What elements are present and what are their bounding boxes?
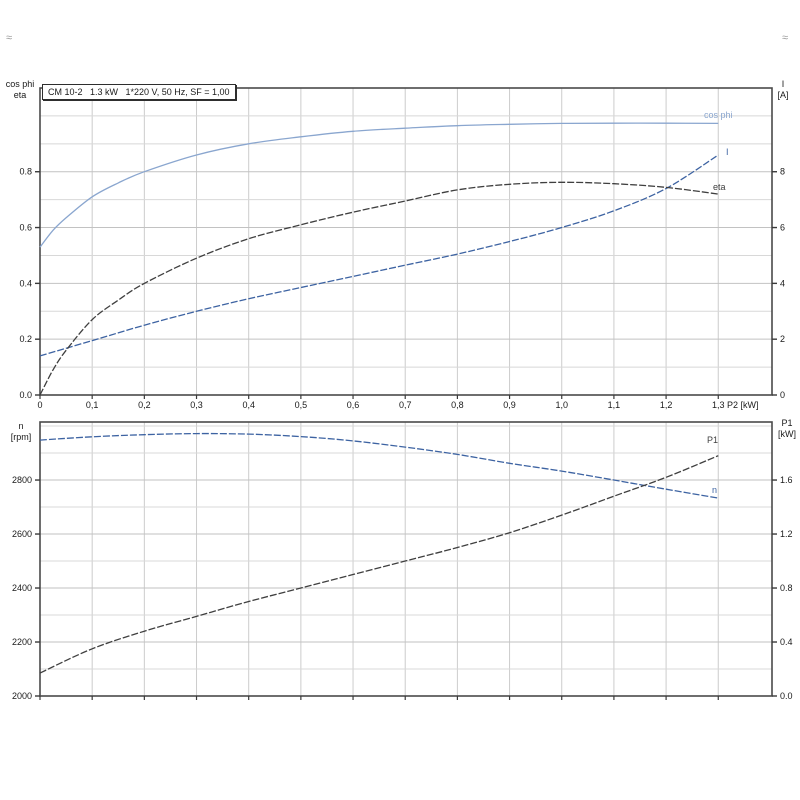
x-tick-label: 0,6: [347, 400, 360, 410]
x-tick-label: 0,5: [295, 400, 308, 410]
curve-eta: [39, 181, 719, 396]
y-left-tick-label: 0.4: [19, 278, 32, 288]
top-left-axis-title: cos phi eta: [0, 79, 40, 100]
y-right-tick-label: 1.2: [780, 529, 793, 539]
axis-title-line: n: [18, 421, 24, 431]
x-tick-label: 0: [37, 400, 42, 410]
y-left-tick-label: 2200: [12, 637, 32, 647]
y-right-tick-label: 0: [780, 390, 785, 400]
axis-title-line: P2 [kW]: [727, 400, 759, 410]
x-tick-label: 1,1: [608, 400, 621, 410]
y-right-tick-label: 6: [780, 223, 785, 233]
y-right-tick-label: 0.0: [780, 691, 793, 701]
curve-cos-phi: [39, 122, 719, 248]
curve-label-eta: eta: [713, 182, 726, 192]
y-left-tick-label: 0.0: [19, 390, 32, 400]
y-right-tick-label: 8: [780, 167, 785, 177]
x-axis-title: P2 [kW]: [727, 400, 787, 411]
panel-bottom: 2000 2200 2400 2600 2800 0.0 0.4 0.8 1.2 1.6 n P1: [12, 421, 793, 701]
x-tick-label: 0,2: [138, 400, 151, 410]
x-tick-label: 0,3: [190, 400, 203, 410]
panel-top: 0 0,1 0,2 0,3 0,4 0,5 0,6 0,7 0,8 0,9 1,0 1,1 1,2 1,3…: [19, 87, 785, 410]
y-right-tick-label: 0.8: [780, 583, 793, 593]
y-right-tick-label: 2: [780, 334, 785, 344]
curve-P1: [39, 455, 719, 674]
curve-label-cos-phi: cos phi: [704, 110, 733, 120]
y-right-tick-label: 4: [780, 278, 785, 288]
curve-label-P1: P1: [707, 435, 718, 445]
x-tick-label: 1,2: [660, 400, 673, 410]
bottom-right-axis-title: P1 [kW]: [772, 418, 800, 439]
x-tick-label: 1,0: [555, 400, 568, 410]
corner-mark-right: ≈: [782, 32, 789, 44]
y-left-tick-label: 0.8: [19, 167, 32, 177]
y-left-tick-label: 0.2: [19, 334, 32, 344]
x-tick-label: 0,9: [503, 400, 516, 410]
x-tick-label: 1,3: [712, 400, 725, 410]
curve-n: [39, 432, 719, 499]
plot-border: [39, 87, 773, 396]
axis-title-line: P1: [781, 418, 793, 428]
curve-I: [39, 154, 719, 357]
axis-title-line: [A]: [777, 89, 789, 100]
y-right-tick-label: 1.6: [780, 475, 793, 485]
y-right-tick-label: 0.4: [780, 637, 793, 647]
corner-mark-left: ≈: [6, 32, 13, 44]
plot-border: [39, 421, 773, 697]
axis-title-line: [kW]: [778, 428, 796, 439]
y-left-tick-label: 2400: [12, 583, 32, 593]
top-right-axis-title: I [A]: [768, 79, 798, 100]
axis-title-line: eta: [13, 89, 27, 100]
y-left-tick-label: 0.6: [19, 223, 32, 233]
axis-title-line: I: [781, 79, 785, 89]
axis-title-line: cos phi: [5, 79, 35, 89]
curve-label-I: I: [726, 147, 729, 157]
axis-title-line: [rpm]: [10, 431, 32, 442]
x-tick-label: 0,1: [86, 400, 99, 410]
x-tick-label: 0,8: [451, 400, 464, 410]
y-left-tick-label: 2000: [12, 691, 32, 701]
bottom-left-axis-title: n [rpm]: [2, 421, 40, 442]
y-left-tick-label: 2600: [12, 529, 32, 539]
x-tick-label: 0,4: [242, 400, 255, 410]
chart-title-box: CM 10-2 1.3 kW 1*220 V, 50 Hz, SF = 1,00: [42, 84, 236, 100]
x-tick-label: 0,7: [399, 400, 412, 410]
curve-label-n: n: [712, 485, 717, 495]
y-left-tick-label: 2800: [12, 475, 32, 485]
